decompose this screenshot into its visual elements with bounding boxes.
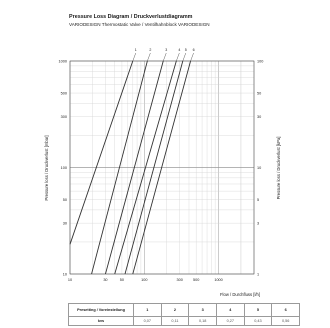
x-tick-label: 50	[120, 278, 124, 282]
table-header-row: Presetting / Voreinstellung 1 2 3 4 5 6	[68, 303, 300, 317]
y-tick-label-right: 3	[257, 222, 259, 226]
series-line-5	[124, 60, 184, 275]
y-axis-label-left: Pressure loss / Druckverlust [mbar]	[44, 135, 49, 200]
table-cell: 0,43	[243, 316, 273, 326]
presetting-table: Presetting / Voreinstellung 1 2 3 4 5 6 …	[68, 303, 300, 326]
chart-grid	[69, 60, 255, 275]
series-line-4	[114, 60, 177, 275]
plot-frame	[69, 60, 255, 275]
y-tick-label-right: 50	[257, 91, 261, 95]
series-label-5: 5	[185, 48, 187, 52]
table-header-cell: 2	[160, 303, 190, 317]
table-cell: 0,27	[215, 316, 245, 326]
series-line-6	[132, 60, 192, 275]
y-tick-label-right: 5	[257, 198, 259, 202]
y-tick-label-right: 1	[257, 272, 259, 276]
table-cell: 0,07	[133, 316, 162, 326]
y-axis-label-right: Pressure loss / Druckverlust [kPa]	[276, 137, 281, 200]
y-tick-label-left: 30	[63, 222, 67, 226]
series-leader-2	[147, 52, 151, 62]
series-leader-3	[163, 52, 167, 62]
y-tick-label-left: 50	[63, 198, 67, 202]
y-tick-label-left: 300	[61, 115, 67, 119]
table-row-label: kvs	[68, 316, 134, 326]
series-line-2	[91, 60, 148, 275]
series-leader-4	[176, 52, 180, 62]
x-tick-label: 100	[141, 278, 147, 282]
y-tick-label-left: 10	[63, 272, 67, 276]
x-tick-label: 30	[103, 278, 107, 282]
chart-curves	[69, 60, 192, 275]
table-header-cell: 5	[243, 303, 273, 317]
y-tick-label-right: 30	[257, 115, 261, 119]
y-tick-label-right: 10	[257, 166, 261, 170]
page-subtitle: VARIODESIGN Thermostatic Valve / Ventilh…	[69, 22, 210, 27]
y-tick-label-left: 100	[61, 166, 67, 170]
table-header-presetting: Presetting / Voreinstellung	[68, 303, 134, 317]
series-label-6: 6	[193, 48, 195, 52]
y-tick-label-right: 100	[257, 59, 263, 63]
x-tick-label: 300	[177, 278, 183, 282]
series-label-4: 4	[178, 48, 180, 52]
y-tick-label-left: 500	[61, 91, 67, 95]
table-row: kvs 0,07 0,11 0,18 0,27 0,43 0,56	[68, 316, 300, 326]
x-tick-label: 10	[68, 278, 72, 282]
table-header-cell: 4	[215, 303, 245, 317]
series-leader-6	[190, 52, 194, 62]
x-axis-label: Flow / Durchfluss [l/h]	[220, 292, 261, 297]
series-label-1: 1	[135, 48, 137, 52]
table-cell: 0,11	[160, 316, 190, 326]
series-leader-1	[132, 52, 136, 62]
table-header-cell: 3	[188, 303, 217, 317]
table-cell: 0,18	[188, 316, 217, 326]
series-label-2: 2	[149, 48, 151, 52]
page-title: Pressure Loss Diagram / Druckverlustdiag…	[69, 14, 193, 20]
table-header-cell: 6	[271, 303, 300, 317]
table-header-cell: 1	[133, 303, 162, 317]
y-tick-label-left: 1000	[59, 59, 67, 63]
series-line-1	[69, 60, 134, 245]
chart-labels: 1 2 3 4 5 6 10 30 50 100 300 500 1000 1 3 5 10 30 50 100 10 3…	[59, 48, 264, 282]
x-tick-label: 1000	[214, 278, 222, 282]
series-line-3	[105, 60, 164, 275]
x-tick-label: 500	[193, 278, 199, 282]
series-leader-5	[182, 52, 186, 62]
table-cell: 0,56	[271, 316, 300, 326]
series-label-3: 3	[165, 48, 167, 52]
